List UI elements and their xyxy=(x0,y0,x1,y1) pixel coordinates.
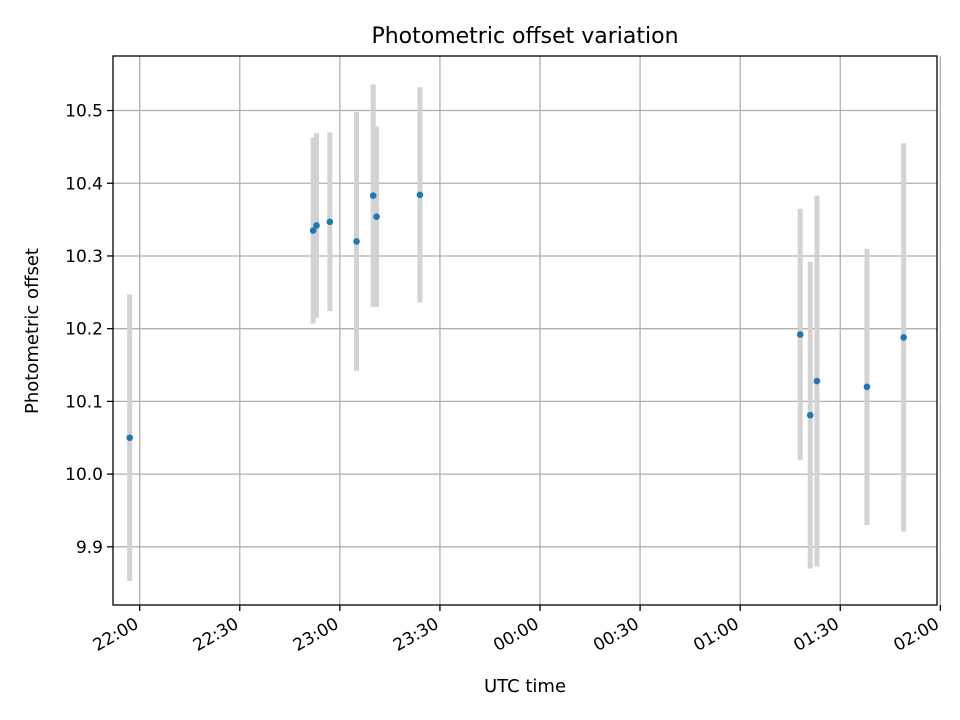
chart-title: Photometric offset variation xyxy=(371,24,678,49)
y-tick-label: 10.1 xyxy=(65,392,103,412)
plot-frame xyxy=(112,55,938,606)
data-point xyxy=(126,434,133,442)
y-tick-label: 10.3 xyxy=(65,247,103,267)
y-tick-label: 10.5 xyxy=(65,102,103,122)
y-tick-label: 9.9 xyxy=(76,538,103,558)
data-point xyxy=(313,222,320,229)
data-point xyxy=(813,377,821,385)
data-point xyxy=(416,191,424,199)
y-tick-label: 10.0 xyxy=(65,465,103,485)
grid xyxy=(113,56,941,605)
data-point xyxy=(326,218,334,226)
data-point xyxy=(796,331,804,338)
data-point xyxy=(806,411,814,419)
data-point xyxy=(373,213,380,221)
data-point xyxy=(369,192,377,199)
y-tick-label: 10.4 xyxy=(65,174,103,194)
data-point xyxy=(353,238,360,245)
data-point xyxy=(900,334,907,341)
data-points xyxy=(126,191,907,442)
y-tick-label: 10.2 xyxy=(65,320,103,340)
y-axis-label: Photometric offset xyxy=(22,248,43,414)
x-axis-label: UTC time xyxy=(484,676,566,697)
data-point xyxy=(863,383,871,391)
data-point xyxy=(309,227,317,234)
